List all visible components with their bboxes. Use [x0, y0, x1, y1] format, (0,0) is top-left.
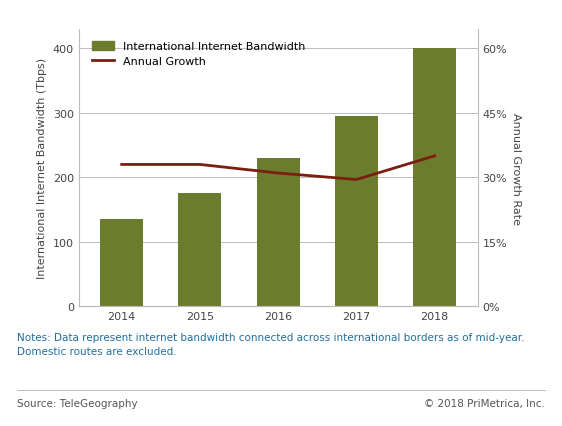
Text: © 2018 PriMetrica, Inc.: © 2018 PriMetrica, Inc. — [424, 398, 545, 408]
Bar — [413, 49, 456, 307]
Bar — [100, 220, 143, 307]
Bar — [178, 194, 221, 307]
Text: Notes: Data represent internet bandwidth connected across international borders : Notes: Data represent internet bandwidth… — [17, 332, 524, 356]
Y-axis label: Annual Growth Rate: Annual Growth Rate — [511, 112, 521, 224]
Bar — [257, 158, 300, 307]
Y-axis label: International Internet Bandwidth (Tbps): International Internet Bandwidth (Tbps) — [37, 58, 47, 279]
Legend: International Internet Bandwidth, Annual Growth: International Internet Bandwidth, Annual… — [88, 38, 309, 70]
Bar — [335, 117, 378, 307]
Text: Source: TeleGeography: Source: TeleGeography — [17, 398, 138, 408]
